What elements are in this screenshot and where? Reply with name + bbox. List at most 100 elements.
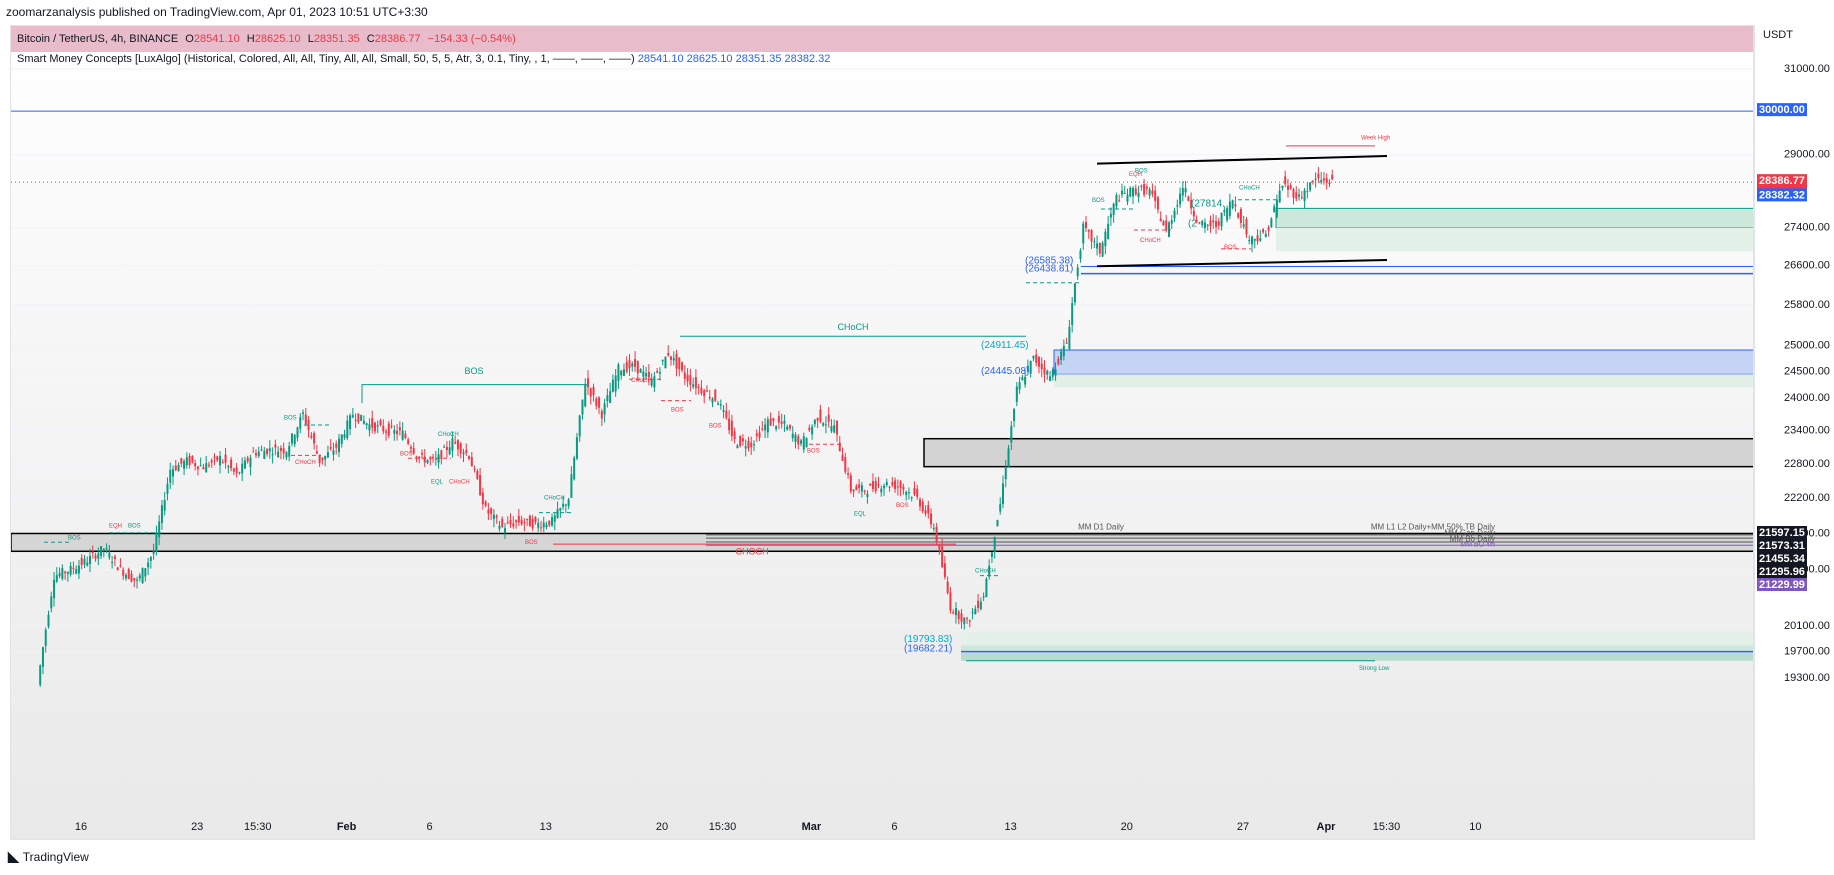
price-axis[interactable]: USDT 31000.00 29000.00 27400.00 26600.00 258… [1754, 25, 1834, 840]
gap-zone-box [923, 437, 1753, 468]
candle-body-110 [343, 434, 346, 438]
chart-pane[interactable]: BOS CHoCH CHOCH EQH BOS BOS BOS CHoCH BOS CHoCH EQ… [10, 25, 1754, 840]
candle-body-449 [1281, 185, 1284, 189]
candle-body-380 [1090, 229, 1093, 242]
candle-body-383 [1098, 243, 1101, 254]
candle-body-402 [1151, 190, 1154, 195]
price-tick-2: 27400.00 [1784, 222, 1830, 234]
candle-body-48 [172, 469, 174, 477]
candle-body-368 [1057, 358, 1060, 365]
candle-body-225 [661, 359, 664, 362]
candle-body-326 [941, 546, 944, 567]
candle-body-281 [816, 418, 819, 421]
candle-body-308 [891, 482, 894, 486]
candle-body-316 [913, 487, 916, 495]
candle-body-273 [794, 434, 797, 442]
candle-body-332 [957, 611, 960, 620]
candle-body-352 [1013, 409, 1016, 422]
candle-body-228 [670, 356, 672, 360]
eql-label-7: EQL [431, 480, 444, 486]
indicator-legend: Smart Money Concepts [LuxAlgo] (Historic… [17, 53, 830, 65]
candle-body-205 [606, 395, 609, 402]
candle-body-38 [144, 568, 147, 577]
candle-body-217 [639, 369, 642, 373]
candle-body-344 [990, 552, 993, 557]
candle-body-255 [744, 446, 747, 449]
candle-body-294 [852, 489, 855, 492]
candle-body-349 [1004, 467, 1007, 480]
choch-label-8: CHoCH [449, 480, 470, 486]
price-label-0: 30000.00 [1759, 104, 1805, 116]
candle-body-211 [622, 369, 625, 376]
candle-body-107 [335, 443, 338, 448]
price-label-box-7 [1757, 578, 1807, 591]
candle-body-324 [935, 526, 938, 543]
candle-body-233 [683, 372, 686, 379]
candle-body-203 [600, 411, 603, 419]
time-axis[interactable]: 16 23 15:30 Feb 6 13 20 15:30 Mar 6 13 20 27 Apr 15:30… [10, 815, 1754, 840]
candle-body-271 [788, 425, 791, 429]
candle-body-175 [523, 522, 526, 524]
candle-body-362 [1040, 363, 1043, 369]
candle-body-128 [393, 429, 396, 434]
price-label-5: 21455.34 [1759, 553, 1806, 565]
candle-body-189 [562, 503, 565, 507]
candle-body-432 [1234, 204, 1237, 207]
candle-body-416 [1190, 199, 1193, 209]
candle-body-212 [625, 361, 628, 372]
candle-body-42 [155, 533, 158, 552]
price-label-3: 21597.15 [1759, 527, 1805, 539]
open-label: O [185, 33, 194, 45]
candle-body-439 [1253, 238, 1256, 241]
candle-body-14 [77, 565, 80, 574]
candle-body-199 [589, 388, 592, 397]
candle-body-86 [277, 451, 280, 458]
candle-body-198 [587, 378, 589, 388]
candle-body-322 [930, 513, 933, 525]
candle-body-443 [1264, 233, 1267, 238]
candle-body-264 [769, 418, 772, 426]
candle-body-251 [733, 431, 736, 440]
price-tick-7: 24000.00 [1784, 392, 1830, 404]
candle-body-230 [675, 353, 678, 369]
time-tick-5: 13 [540, 821, 552, 833]
candle-body-89 [285, 452, 288, 458]
candle-body-0 [39, 665, 42, 685]
candle-body-120 [371, 418, 374, 428]
candle-body-397 [1137, 192, 1140, 198]
candle-body-465 [1325, 178, 1328, 183]
candle-body-66 [221, 461, 224, 463]
bos-label-14: BOS [807, 449, 820, 455]
candle-body-424 [1212, 220, 1215, 223]
candle-body-328 [946, 581, 949, 593]
candle-body-121 [373, 422, 376, 432]
choch-label-red: CHOCH [736, 546, 769, 556]
currency-label: USDT [1763, 29, 1793, 41]
candle-body-93 [296, 427, 299, 438]
price-label-1: 28386.77 [1759, 175, 1805, 187]
candle-body-337 [971, 612, 974, 614]
price-label-box-5 [1757, 552, 1807, 565]
candle-body-334 [963, 617, 966, 625]
candle-body-149 [451, 438, 454, 451]
candle-body-426 [1217, 221, 1220, 226]
candle-body-143 [434, 458, 437, 460]
candle-body-140 [426, 459, 429, 464]
candle-body-407 [1165, 220, 1168, 231]
candle-body-307 [888, 486, 891, 488]
candle-body-15 [80, 557, 83, 566]
candle-body-201 [595, 398, 598, 406]
candle-body-340 [979, 601, 982, 610]
candle-body-197 [584, 384, 587, 407]
candle-body-167 [501, 518, 504, 527]
candle-body-263 [766, 419, 769, 433]
candle-body-147 [445, 446, 448, 450]
candle-body-265 [772, 418, 775, 421]
candle-body-39 [147, 562, 150, 568]
candle-body-192 [570, 474, 573, 498]
time-tick-0: 16 [75, 821, 87, 833]
symbol-name: Bitcoin / TetherUS, 4h, BINANCE [17, 33, 179, 45]
candle-body-283 [822, 423, 825, 426]
candle-body-130 [398, 427, 401, 431]
